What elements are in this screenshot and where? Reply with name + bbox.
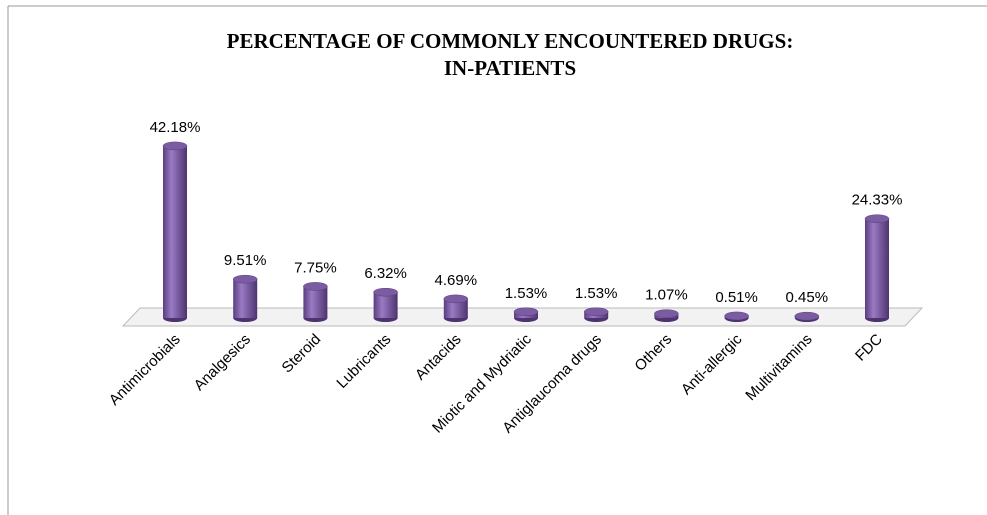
data-label: 42.18% (150, 119, 201, 136)
bar-top (724, 311, 749, 321)
data-label: 7.75% (294, 259, 337, 276)
x-tick-label: FDC (852, 331, 886, 365)
bar-top (864, 214, 890, 223)
bar-top (443, 294, 469, 304)
x-tick-label: Others (631, 331, 675, 375)
data-label: 1.07% (645, 287, 688, 304)
data-label: 1.53% (575, 285, 618, 302)
bar-top (373, 287, 398, 297)
x-tick-label: Steroid (279, 331, 325, 377)
bar (163, 145, 187, 318)
data-label: 0.45% (786, 289, 829, 306)
bar-top (513, 307, 539, 317)
bar-top (162, 141, 188, 151)
x-tick-label: Multivitamins (742, 331, 815, 404)
data-label: 1.53% (505, 285, 548, 302)
data-label: 24.33% (852, 192, 903, 209)
x-tick-label: Anti-allergic (678, 330, 746, 398)
x-tick-label: Antimicrobials (106, 331, 184, 409)
bar (443, 298, 468, 318)
bar-top (232, 274, 258, 284)
x-tick-label: Antacids (412, 331, 465, 384)
bar-top (583, 307, 609, 317)
bar (233, 279, 258, 318)
data-label: 6.32% (364, 265, 407, 282)
data-label: 4.69% (435, 272, 478, 289)
data-label: 0.51% (715, 289, 758, 306)
data-label: 9.51% (224, 252, 267, 269)
bar-top (654, 309, 679, 318)
bar (303, 286, 328, 318)
bar (865, 218, 889, 318)
bar-top (303, 282, 328, 291)
x-tick-label: Lubricants (333, 331, 394, 392)
x-tick-label: Analgesics (191, 331, 254, 394)
bar (373, 292, 398, 318)
chart-title: PERCENTAGE OF COMMONLY ENCOUNTERED DRUGS… (226, 29, 794, 80)
bar-top (794, 311, 820, 321)
